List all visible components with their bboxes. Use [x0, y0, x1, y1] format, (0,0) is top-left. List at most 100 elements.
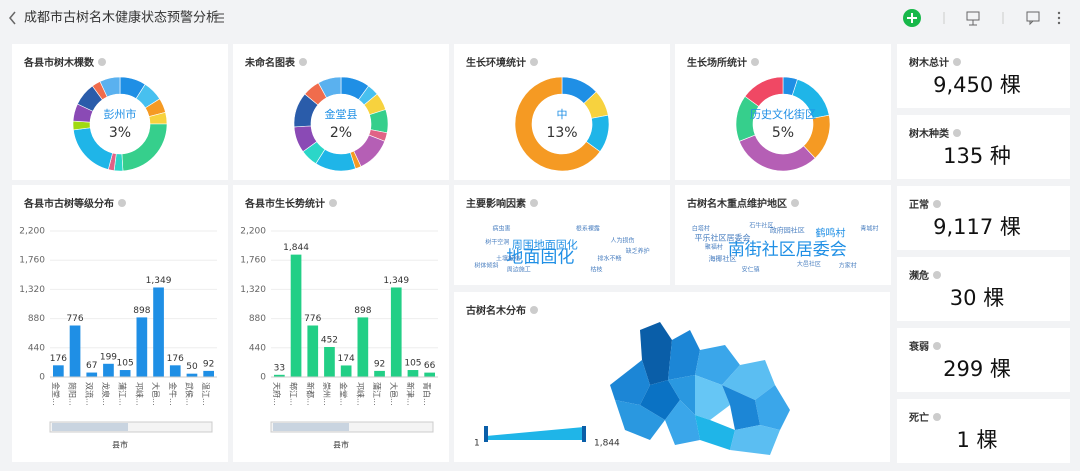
word: 大邑社区 [797, 260, 821, 268]
legend-bar [486, 427, 584, 440]
info-icon [953, 58, 961, 66]
y-tick-label: 440 [249, 343, 266, 353]
present-button[interactable] [966, 11, 980, 26]
info-icon [118, 199, 126, 207]
x-tick-label: 邛崃... [355, 382, 365, 406]
data-label: 776 [66, 314, 83, 324]
x-tick-label: 武侯... [184, 382, 194, 406]
bar [424, 372, 435, 377]
panel-title: 生长环境统计 [466, 56, 526, 69]
word: 鹤鸣村 [816, 227, 846, 240]
word: 南街社区居委会 [728, 240, 847, 260]
word: 树体倾斜 [474, 262, 498, 270]
donut-center-value: 13% [546, 125, 577, 141]
donut-hole [90, 94, 150, 154]
word: 海椰社区 [709, 254, 737, 263]
bar [390, 287, 402, 377]
word: 周边施工 [507, 265, 531, 273]
word: 树干空洞 [485, 238, 509, 246]
y-tick-label: 2,200 [19, 227, 45, 237]
panel [675, 185, 891, 285]
panel-title: 未命名图表 [244, 56, 296, 69]
x-tick-label: 崇州... [322, 382, 331, 406]
x-tick-label: 青白... [422, 382, 432, 406]
word: 周围地面固化 [512, 237, 578, 251]
donut-hole [753, 94, 813, 154]
word: 方家村 [839, 262, 857, 270]
data-label: 105 [117, 359, 134, 369]
x-tick-label: 新津... [405, 382, 415, 406]
bar [186, 373, 198, 377]
panel-title: 生长场所统计 [687, 56, 747, 69]
menu-icon[interactable] [214, 13, 224, 23]
panel-title: 主要影响因素 [466, 197, 526, 210]
donut-hole [532, 94, 592, 154]
more-button[interactable] [1057, 11, 1061, 25]
kpi-label: 树木种类 [909, 127, 949, 140]
x-tick-label: 温江... [201, 382, 210, 406]
y-tick-label: 1,320 [19, 285, 45, 295]
word: 枯枝 [591, 265, 603, 273]
map [610, 322, 790, 455]
word: 政府园社区 [770, 226, 805, 235]
word: 聚福村 [705, 243, 723, 251]
kpi-label: 树木总计 [909, 56, 949, 69]
data-label: 67 [86, 361, 97, 371]
kpi-label: 濒危 [909, 269, 929, 282]
kpi-label: 正常 [909, 198, 929, 211]
y-tick-label: 1,760 [19, 256, 45, 266]
back-button[interactable] [9, 11, 16, 25]
info-icon [530, 199, 538, 207]
x-tick-label: 蒲江... [118, 382, 128, 406]
data-label: 452 [321, 336, 338, 346]
x-tick-label: 天府... [272, 382, 282, 406]
kpi-value: 1 棵 [956, 428, 997, 452]
word: 根系裸露 [576, 225, 600, 233]
word: 平乐社区居委会 [695, 233, 751, 243]
donut-center-value: 2% [330, 125, 352, 141]
x-tick-label: 金牛... [168, 382, 178, 406]
kpi-value: 299 棵 [943, 357, 1011, 381]
word: 安仁镇 [742, 265, 760, 273]
info-icon [791, 199, 799, 207]
info-icon [530, 306, 538, 314]
legend-max: 1,844 [594, 439, 620, 449]
info-icon [751, 58, 759, 66]
kpi-label: 衰弱 [908, 340, 929, 353]
x-tick-label: 金堂... [51, 382, 61, 406]
info-icon [953, 129, 961, 137]
word: 排水不畅 [598, 254, 622, 262]
x-tick-label: 新都... [305, 382, 315, 406]
word: 青城村 [860, 225, 878, 233]
data-label: 1,349 [383, 276, 409, 286]
data-label: 50 [186, 362, 198, 372]
info-icon [933, 271, 941, 279]
comment-button[interactable] [1026, 11, 1040, 26]
kpi-value: 135 种 [943, 144, 1011, 168]
bar [324, 347, 335, 377]
kpi-card [897, 257, 1070, 321]
data-label: 199 [100, 352, 117, 362]
bar [136, 317, 148, 377]
add-icon [907, 13, 917, 23]
panel-title: 古树名木分布 [466, 304, 526, 317]
data-label: 174 [338, 354, 355, 364]
word: 土壤板结 [496, 254, 520, 262]
word: 白塔村 [692, 225, 710, 233]
bar [374, 370, 385, 377]
bar [307, 325, 319, 377]
bar [169, 365, 181, 377]
info-icon [299, 58, 307, 66]
bar [53, 365, 64, 377]
data-label: 92 [374, 359, 385, 369]
data-label: 92 [203, 359, 214, 369]
info-icon [530, 58, 538, 66]
word: 人为损伤 [610, 237, 634, 245]
word: 石牛社区 [749, 222, 773, 230]
data-label: 33 [274, 363, 285, 373]
info-icon [933, 200, 941, 208]
bar [407, 370, 419, 377]
bar [69, 325, 81, 377]
x-axis-label: 县市 [112, 440, 128, 450]
